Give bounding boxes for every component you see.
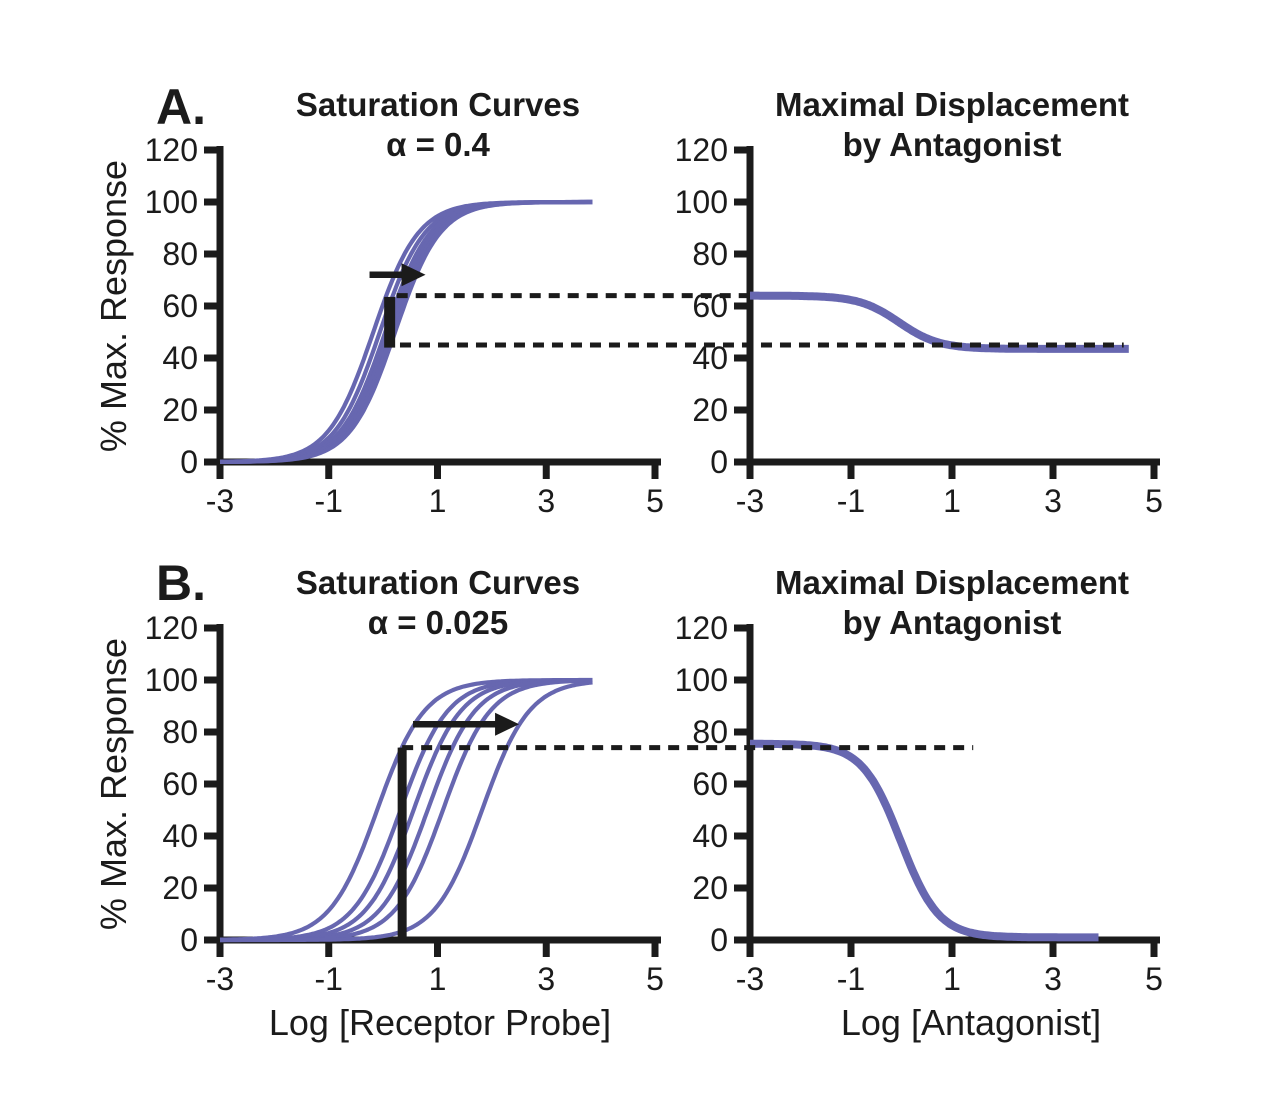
y-tick-label-a_left: 60 (162, 288, 198, 324)
curve-a_left (220, 199, 593, 464)
x-tick-label-b_left: 1 (429, 961, 447, 997)
curve-a_left (220, 199, 593, 464)
y-tick-label-b_right: 20 (692, 870, 728, 906)
title-b-right-line2: by Antagonist (843, 604, 1062, 641)
x-tick-label-a_right: 3 (1044, 483, 1062, 519)
curve-a_left (219, 199, 593, 464)
y-tick-label-b_right: 100 (675, 662, 728, 698)
y-tick-label-a_left: 0 (180, 444, 198, 480)
shift-arrow-head (495, 712, 520, 736)
x-tick-label-a_right: -1 (837, 483, 865, 519)
title-b-left-line1: Saturation Curves (296, 564, 580, 601)
shift-arrow-head (401, 263, 426, 287)
title-a-left-line2: α = 0.4 (386, 126, 490, 163)
y-tick-label-b_right: 80 (692, 714, 728, 750)
x-tick-label-b_left: -1 (315, 961, 343, 997)
y-tick-label-a_right: 120 (675, 132, 728, 168)
y-tick-label-a_left: 120 (145, 132, 198, 168)
x-axis-label-right: Log [Antagonist] (841, 1002, 1101, 1043)
title-b-left-line2: α = 0.025 (368, 604, 508, 641)
title-a-right-line2: by Antagonist (843, 126, 1062, 163)
y-tick-label-b_right: 0 (710, 922, 728, 958)
y-tick-label-b_right: 120 (675, 610, 728, 646)
displacement-bar (397, 747, 407, 937)
x-tick-label-a_right: 1 (943, 483, 961, 519)
y-tick-label-b_right: 40 (692, 818, 728, 854)
x-tick-label-a_left: -1 (315, 483, 343, 519)
y-tick-label-a_right: 100 (675, 184, 728, 220)
y-tick-label-b_left: 20 (162, 870, 198, 906)
title-b-right-line1: Maximal Displacement (775, 564, 1129, 601)
y-axis-label-panel-a: % Max. Response (93, 160, 134, 452)
y-tick-label-a_left: 40 (162, 340, 198, 376)
x-tick-label-b_right: 5 (1145, 961, 1163, 997)
y-tick-label-a_left: 100 (145, 184, 198, 220)
y-tick-label-a_right: 80 (692, 236, 728, 272)
x-tick-label-a_left: -3 (206, 483, 234, 519)
axis-b_left (216, 624, 661, 944)
displacement-bar (384, 296, 396, 348)
x-tick-label-b_right: 1 (943, 961, 961, 997)
curve-b_right (748, 739, 1101, 942)
y-tick-label-a_right: 0 (710, 444, 728, 480)
x-axis-label-left: Log [Receptor Probe] (269, 1002, 611, 1043)
panel-a-letter: A. (156, 79, 206, 135)
axis-b_right (746, 624, 1160, 944)
x-tick-label-a_right: 5 (1145, 483, 1163, 519)
y-tick-label-a_left: 20 (162, 392, 198, 428)
x-tick-label-a_left: 5 (646, 483, 664, 519)
axis-a_right (746, 146, 1160, 466)
y-tick-label-b_left: 60 (162, 766, 198, 802)
y-tick-label-b_left: 80 (162, 714, 198, 750)
y-tick-label-b_left: 100 (145, 662, 198, 698)
title-a-left-line1: Saturation Curves (296, 86, 580, 123)
x-tick-label-b_left: -3 (206, 961, 234, 997)
x-tick-label-a_left: 3 (537, 483, 555, 519)
curve-a_left (220, 199, 593, 464)
x-tick-label-b_right: -3 (736, 961, 764, 997)
axis-a_left (216, 146, 661, 466)
y-tick-label-b_left: 40 (162, 818, 198, 854)
x-tick-label-a_left: 1 (429, 483, 447, 519)
curve-a_left (220, 199, 593, 464)
x-tick-label-a_right: -3 (736, 483, 764, 519)
title-a-right-line1: Maximal Displacement (775, 86, 1129, 123)
y-tick-label-a_right: 20 (692, 392, 728, 428)
x-tick-label-b_left: 5 (646, 961, 664, 997)
curve-a_right (748, 291, 1131, 353)
y-tick-label-b_right: 60 (692, 766, 728, 802)
x-tick-label-b_left: 3 (537, 961, 555, 997)
x-tick-label-b_right: -1 (837, 961, 865, 997)
curve-a_left (220, 199, 593, 464)
y-tick-label-b_left: 120 (145, 610, 198, 646)
x-tick-label-b_right: 3 (1044, 961, 1062, 997)
panel-b-letter: B. (156, 555, 206, 611)
y-axis-label-panel-b: % Max. Response (93, 638, 134, 930)
y-tick-label-b_left: 0 (180, 922, 198, 958)
y-tick-label-a_left: 80 (162, 236, 198, 272)
